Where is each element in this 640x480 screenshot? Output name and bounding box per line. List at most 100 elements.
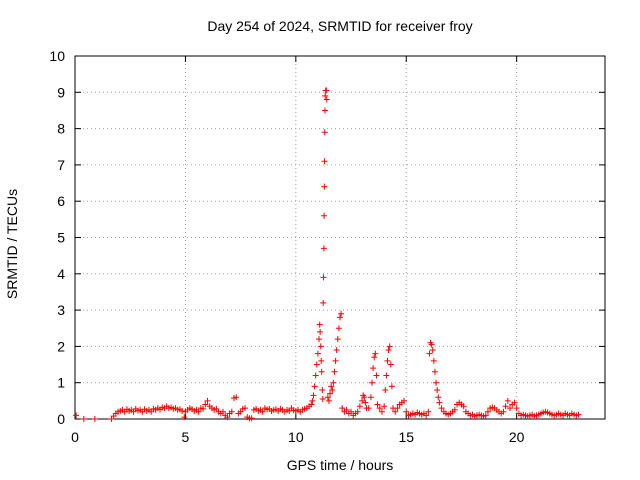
data-point [316,321,323,328]
data-point [337,314,343,321]
data-point [386,343,393,350]
y-tick-label: 2 [57,338,65,354]
data-point [311,383,318,390]
data-point [329,386,336,393]
data-point [317,343,324,350]
data-point [369,379,376,386]
data-point [500,408,507,415]
data-point [328,383,335,390]
data-point [373,372,380,379]
data-point [575,411,582,418]
data-point [484,408,491,415]
data-point [356,403,363,410]
grid-lines [75,56,605,419]
data-point [451,406,458,413]
data-point [321,107,328,114]
data-point [73,412,80,419]
y-tick-label: 9 [57,84,65,100]
y-tick-label: 4 [57,266,65,282]
data-point [224,414,231,421]
data-point [460,403,467,410]
y-tick-label: 0 [57,411,65,427]
data-point [327,390,334,397]
data-point [385,347,392,354]
data-point [428,341,435,348]
data-point [384,357,391,364]
data-point [423,412,430,419]
x-tick-label: 20 [509,429,525,445]
data-point [324,394,331,401]
data-point [233,394,240,401]
data-point [219,408,226,415]
data-point [426,350,433,357]
data-point [200,405,207,412]
data-point [320,245,327,252]
data-point [381,403,388,410]
data-point [312,372,319,379]
data-point [429,347,436,354]
data-point [322,92,329,99]
data-point [361,394,368,401]
data-point [504,397,511,404]
data-point [331,368,338,375]
data-point [334,336,341,343]
data-point [511,399,518,406]
y-tick-label: 1 [57,375,65,391]
x-tick-label: 15 [398,429,414,445]
data-point [435,394,442,401]
data-point [325,397,332,404]
data-point [507,405,514,412]
data-point [383,372,390,379]
data-point [317,328,324,335]
data-point [434,386,441,393]
data-point [309,397,316,404]
data-point [259,408,266,415]
data-point [370,365,377,372]
y-tick-label: 3 [57,302,65,318]
chart-title: Day 254 of 2024, SRMTID for receiver fro… [207,18,473,34]
data-point [371,354,378,361]
data-point [403,408,410,415]
x-tick-label: 5 [182,429,190,445]
data-point [323,96,330,103]
data-point [320,299,327,306]
data-point [321,183,328,190]
data-point [374,401,381,408]
data-point [438,405,445,412]
data-point [80,416,87,422]
data-point [332,357,339,364]
data-point [343,406,350,413]
data-point [502,403,509,410]
data-point [367,394,374,401]
y-axis-label: SRMTID / TECUs [4,188,20,300]
data-point [314,350,321,357]
data-point [321,129,328,136]
data-point [310,392,317,399]
y-tick-label: 7 [57,157,65,173]
data-point [348,408,355,415]
x-tick-label: 10 [288,429,304,445]
x-tick-label: 0 [71,429,79,445]
data-point [394,405,401,412]
data-point [372,350,379,357]
data-points [73,87,582,422]
data-point [318,368,325,375]
data-point [330,379,337,386]
data-point [321,212,328,219]
data-point [181,414,188,421]
data-point [387,361,394,368]
x-axis-label: GPS time / hours [286,457,394,473]
data-point [320,274,327,281]
axis-ticks: 0 5 10 15 20 0 1 2 3 4 5 6 7 8 9 10 [49,48,605,445]
data-point [318,357,325,364]
data-point [362,399,369,406]
y-tick-label: 8 [57,121,65,137]
y-tick-label: 5 [57,230,65,246]
data-point [354,408,361,415]
data-point [365,405,372,412]
data-point [430,357,437,364]
data-point [339,405,346,412]
data-point [335,325,342,332]
data-point [308,401,315,408]
